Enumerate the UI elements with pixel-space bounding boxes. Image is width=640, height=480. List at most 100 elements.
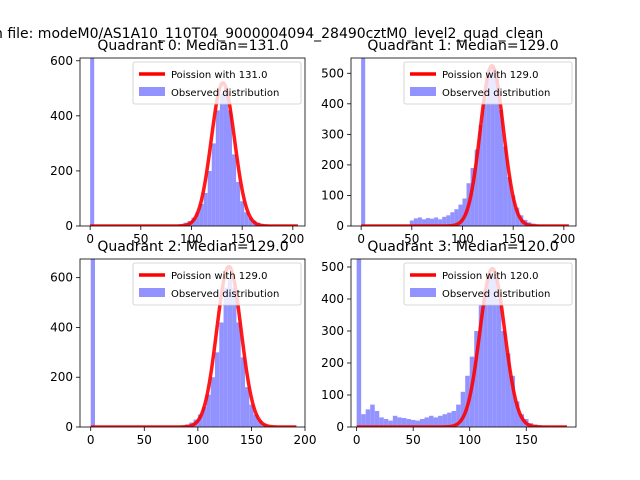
axes-frame: [350, 258, 577, 428]
y-tick-label: 500: [321, 66, 344, 80]
histogram-bar: [392, 415, 398, 427]
y-tick-label: 300: [321, 127, 344, 141]
histogram-bar: [374, 411, 380, 427]
legend-patch-swatch: [410, 87, 436, 96]
histogram-bar: [498, 109, 504, 226]
histogram-bar: [454, 209, 459, 226]
legend-box: [132, 262, 302, 306]
legend: Poission with 120.0 Observed distribution: [403, 262, 573, 306]
histogram-bar: [429, 415, 434, 427]
quadrant-2-panel: 0 50 100 150 200 0 200 400 600 Poission with 129.…: [50, 239, 316, 447]
histogram-bar: [223, 88, 228, 226]
histogram-bar: [410, 419, 416, 427]
legend-box: [132, 61, 302, 105]
y-tick-label: 100: [321, 388, 344, 402]
x-tick-label: 150: [231, 232, 254, 246]
y-tick-label: 400: [50, 320, 73, 334]
x-tick-label: 100: [451, 232, 474, 246]
histogram-bar: [90, 58, 95, 226]
legend: Poission with 129.0 Observed distribution: [403, 61, 573, 105]
legend: Poission with 129.0 Observed distribution: [132, 262, 302, 306]
x-tick-label: 50: [406, 433, 421, 447]
histogram-bar: [496, 299, 502, 427]
histogram-bar: [433, 417, 439, 427]
histogram-bar: [195, 212, 200, 226]
histogram-bar: [248, 217, 253, 226]
histogram-bar: [244, 212, 249, 226]
histogram-bar: [245, 387, 250, 427]
histogram-bar: [430, 218, 435, 226]
histogram-bar: [413, 218, 418, 226]
histogram-bar: [379, 417, 384, 427]
histogram-bar: [227, 110, 233, 226]
histogram-bar: [510, 375, 515, 427]
histogram-bar: [490, 67, 495, 226]
histogram-bar: [503, 146, 508, 226]
histogram-bar: [442, 414, 448, 427]
x-tick-label: 50: [137, 433, 152, 447]
y-tick-label: 600: [50, 271, 73, 285]
x-tick-label: 150: [502, 232, 525, 246]
histogram-bar: [415, 420, 420, 427]
legend-box: [403, 262, 573, 306]
histogram-bar: [474, 331, 479, 427]
histogram-bar: [240, 201, 245, 226]
x-tick-label: 100: [186, 433, 209, 447]
histogram-bar: [434, 217, 439, 226]
histogram-bar: [223, 287, 228, 427]
histogram-bar: [215, 110, 220, 226]
histogram-bar: [356, 259, 362, 427]
plot-area-data: [90, 259, 298, 427]
x-tick-label: 0: [357, 232, 365, 246]
histogram-bar: [236, 181, 241, 226]
histogram-bar: [206, 394, 211, 427]
legend-patch-swatch: [410, 288, 436, 297]
poisson-line: [356, 266, 568, 427]
histogram-bar: [474, 149, 479, 226]
y-tick-label: 400: [321, 97, 344, 111]
histogram-bar: [240, 357, 245, 427]
histogram-bar: [424, 417, 430, 427]
histogram-bar: [447, 412, 452, 427]
legend-label-observed: Observed distribution: [442, 289, 550, 300]
quadrant-1-panel: Quadrant 1: Median=129.0 0 50 100 150 200 0 10…: [321, 38, 577, 246]
histogram-bar: [202, 407, 207, 427]
histogram-bar: [456, 404, 461, 427]
histogram-bar: [451, 411, 457, 427]
legend-label-observed: Observed distribution: [171, 289, 279, 300]
y-tick-label: 600: [50, 54, 73, 68]
quadrant-0-panel: Quadrant 0: Median=131.0 0 50 100 150 200 0 20…: [50, 38, 306, 246]
histogram-bar: [215, 352, 220, 427]
histogram-bar: [232, 154, 237, 226]
quadrant-3-title: Quadrant 3: Median=120.0: [367, 239, 558, 255]
histogram-bar: [406, 419, 411, 427]
histogram-bar: [482, 97, 487, 226]
histogram-bar: [460, 391, 466, 427]
histogram-bar: [203, 192, 208, 226]
histogram-bar: [253, 414, 258, 427]
histogram-bar: [90, 259, 95, 427]
legend-label-poisson: Poission with 129.0: [171, 271, 267, 282]
x-tick-label: 200: [294, 433, 317, 447]
axes-frame: [79, 258, 306, 428]
histogram-bar: [492, 276, 497, 427]
histogram-bar: [249, 404, 254, 427]
legend-patch-swatch: [139, 87, 165, 96]
legend-label-poisson: Poission with 129.0: [442, 70, 538, 81]
histogram-bar: [458, 204, 463, 226]
histogram-bar: [501, 331, 506, 427]
histogram-bar: [227, 277, 233, 427]
histogram-bar: [199, 203, 204, 226]
histogram-bar: [487, 273, 493, 427]
y-tick-label: 200: [321, 158, 344, 172]
quadrant-3-panel: 0 50 100 150 0 100 200 300 400 500 Poission with 1…: [321, 239, 577, 447]
histogram-bar: [370, 404, 375, 427]
histogram-bar: [409, 220, 414, 226]
y-tick-label: 0: [336, 219, 344, 233]
histogram-bar: [397, 417, 402, 427]
histogram-bar: [478, 305, 484, 427]
histogram-bar: [507, 177, 512, 226]
x-tick-label: 100: [180, 232, 203, 246]
plot-area-data: [356, 259, 568, 427]
